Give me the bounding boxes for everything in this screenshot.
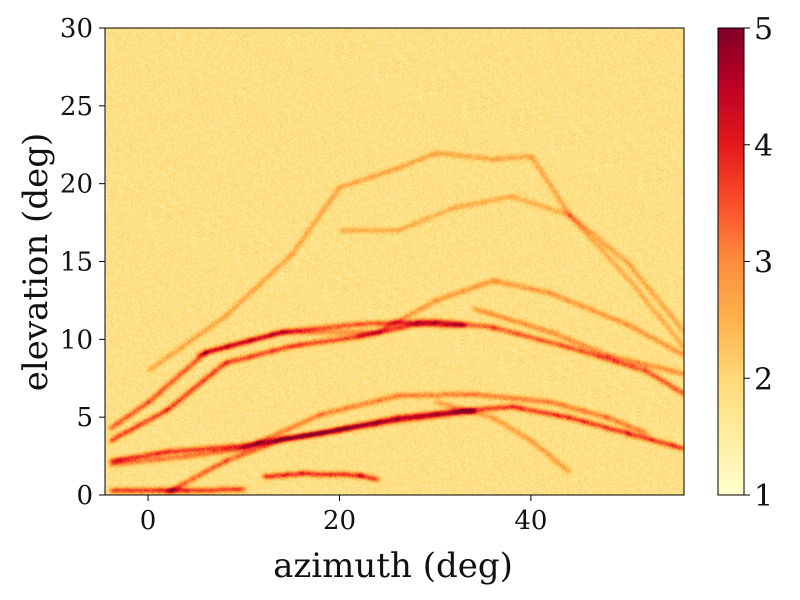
x-axis: 0 20 40	[140, 495, 547, 536]
x-tick-label: 40	[514, 506, 547, 536]
y-tick-label: 25	[60, 92, 93, 122]
colorbar-tick-label: 4	[754, 129, 773, 164]
colorbar-tick-label: 2	[754, 362, 773, 397]
x-axis-label: azimuth (deg)	[273, 546, 513, 586]
y-tick-label: 20	[60, 170, 93, 200]
colorbar: 1 2 3 4 5	[717, 12, 773, 514]
y-tick-label: 5	[76, 403, 93, 433]
colorbar-tick-label: 5	[754, 12, 773, 47]
plot-area	[104, 27, 685, 496]
y-axis: 0 5 10 15 20 25 30	[60, 14, 105, 511]
y-tick-label: 10	[60, 325, 93, 355]
y-tick-label: 0	[76, 481, 93, 511]
y-axis-label: elevation (deg)	[16, 133, 56, 392]
y-tick-label: 15	[60, 248, 93, 278]
y-tick-label: 30	[60, 14, 93, 44]
colorbar-tick-label: 3	[754, 246, 773, 281]
colorbar-gradient	[717, 27, 745, 496]
colorbar-tick-label: 1	[754, 479, 773, 514]
x-tick-label: 0	[140, 506, 157, 536]
x-tick-label: 20	[323, 506, 356, 536]
heatmap-image	[105, 28, 684, 495]
